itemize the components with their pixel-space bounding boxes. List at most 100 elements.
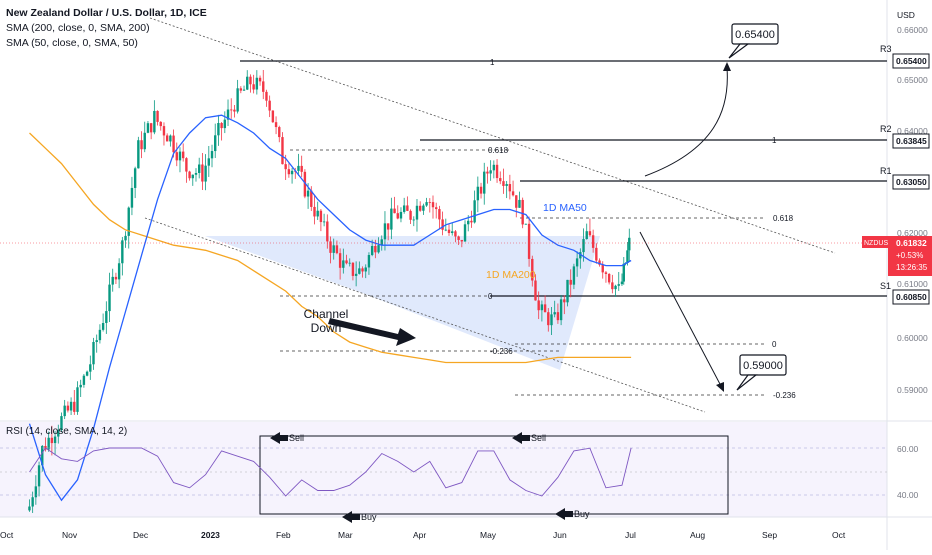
candle-body [531,258,534,281]
candle-body [620,281,624,285]
rsi-sell-label-2: Sell [531,433,546,443]
channel-text-line1: Channel [304,307,349,321]
candle-body [521,199,524,225]
price-tick: 0.66000 [897,25,928,35]
fib-618-right-label: 0.618 [773,214,794,223]
candle-body [313,206,316,217]
candle-body [165,135,169,142]
candle-body [537,300,540,311]
candle-body [47,437,50,450]
time-tick: Aug [690,530,705,540]
candle-body [511,191,515,196]
channel-upper-line [149,17,836,254]
candle-body [92,341,95,365]
candle-body [479,186,483,194]
candle-body [98,329,102,341]
candle-body [598,260,601,265]
candle-body [271,110,275,123]
candle-body [322,221,326,223]
fib-zero-left-label: 0 [488,292,493,301]
candle-body [252,84,255,90]
candle-body [335,245,339,254]
candle-body [345,260,348,264]
candle-body [358,268,361,274]
candle-body [326,221,329,242]
candle-body [370,245,374,256]
candle-body [508,184,512,192]
ma50-line [28,114,632,502]
target-down-callout: 0.59000 [736,354,787,391]
target-down-label: 0.59000 [743,360,783,372]
candle-body [601,264,604,273]
candle-body [396,213,399,219]
candle-body [575,258,579,267]
candle-body [124,235,127,241]
candle-body [306,190,310,197]
candle-body [223,119,227,129]
candle-body [214,135,217,152]
candle-body [175,152,178,161]
time-tick: Sep [762,530,777,540]
level-R1-name: R1 [880,166,892,176]
candle-body [233,109,236,112]
time-tick: Jul [625,530,636,540]
candle-body [76,387,79,412]
time-tick: Jun [553,530,567,540]
candle-body [611,282,614,290]
fib-r2-1-label: 1 [772,136,777,145]
rsi-sell-marker-2: Sell [512,432,546,444]
candle-body [172,135,175,153]
candle-body [201,164,204,182]
candle-body [197,164,201,173]
candle-body [258,77,262,82]
candle-body [579,252,582,259]
rsi-buy-label-1: Buy [361,512,377,522]
candle-body [566,279,569,303]
candle-body [310,190,313,207]
candle-body [415,205,419,220]
projection-up-arrowhead [723,62,731,71]
axis-currency: USD [897,10,915,20]
chart-title: New Zealand Dollar / U.S. Dollar, 1D, IC… [6,7,207,19]
candle-body [406,205,409,211]
candle-body [572,266,576,285]
candle-body [300,165,303,172]
candle-body [559,299,563,321]
candle-body [399,211,403,219]
candle-body [181,151,185,159]
projection-down-arrowhead [716,382,724,392]
level-R3-name: R3 [880,44,892,54]
candle-body [82,375,86,385]
rsi-tick: 40.00 [897,490,919,500]
candle-body [527,223,531,259]
fib-neg-left-label: -0.236 [490,347,513,356]
candle-body [50,437,54,444]
fib-top-1-label: 1 [490,58,495,67]
candle-body [143,132,146,150]
candle-body [444,229,448,231]
time-tick: May [480,530,497,540]
candle-body [41,445,44,466]
level-R3-value: 0.65400 [896,56,927,66]
rsi-range-box [259,435,729,515]
candle-body [127,207,130,236]
current-price: 0.61832 [896,238,927,248]
candle-body [351,262,355,276]
candle-body [447,229,451,234]
candle-body [361,268,364,272]
rsi-sell-marker-1: Sell [270,432,304,444]
candle-body [438,209,441,220]
candle-body [153,110,156,133]
candle-body [281,137,284,165]
candle-body [342,260,345,268]
candle-body [383,223,387,240]
current-countdown: 13:26:35 [896,263,928,272]
projection-down-line [639,231,722,387]
candle-body [101,322,105,330]
candle-body [463,224,467,242]
candle-body [588,231,592,236]
candle-body [246,76,249,90]
candle-body [617,284,620,286]
candle-body [284,164,287,170]
candle-body [473,200,476,223]
